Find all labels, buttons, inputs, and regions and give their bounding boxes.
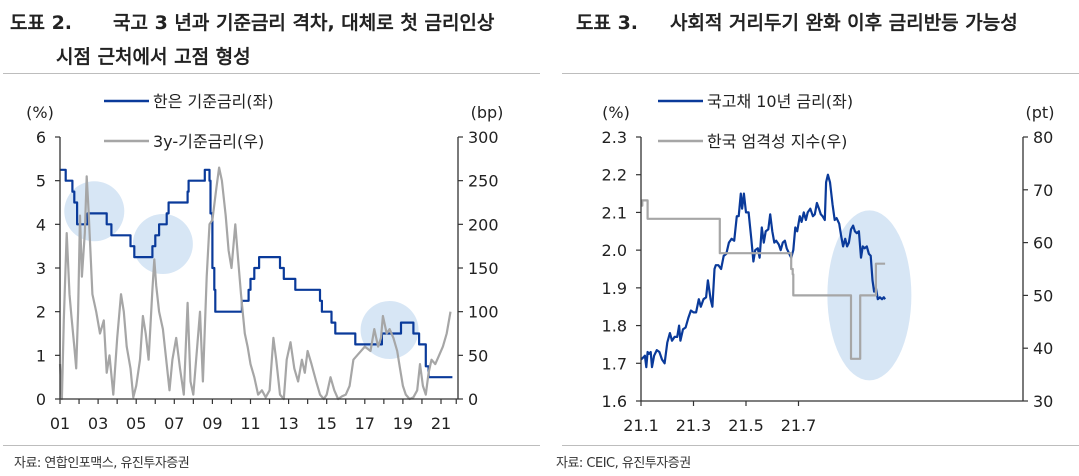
y-right-tick-label: 30 — [1033, 392, 1053, 411]
series-line-2 — [58, 166, 452, 401]
x-tick-label: 17 — [355, 414, 375, 433]
y-right-tick-label: 200 — [468, 215, 499, 234]
y-left-tick-label: 2 — [36, 303, 46, 322]
y-left-tick-label: 2.1 — [602, 203, 627, 222]
x-tick-label: 03 — [88, 414, 108, 433]
x-tick-label: 09 — [202, 414, 222, 433]
figure-3-panel: 도표 3. 사회적 거리두기 완화 이후 금리반등 가능성 1.6 1.7 1.8 1… — [540, 0, 1079, 476]
y-right-tick-label: 50 — [1033, 286, 1053, 305]
figure-2-top-rule — [3, 73, 540, 74]
y-right-tick-label: 70 — [1033, 181, 1053, 200]
y-right-tick-label: 300 — [468, 128, 499, 147]
y-right-tick-label: 50 — [468, 346, 488, 365]
figure-3-bottom-rule — [562, 445, 1079, 446]
y-left-tick-label: 2.2 — [602, 166, 627, 185]
y-right-tick-label: 0 — [468, 390, 478, 409]
figure-3-label: 도표 3. — [576, 12, 639, 34]
left-unit-label: (%) — [26, 103, 54, 122]
figure-2-title-line1: 국고 3 년과 기준금리 격차, 대체로 첫 금리인상 — [113, 12, 495, 34]
figure-2-title-line2: 시점 근처에서 고점 형성 — [56, 46, 251, 68]
highlight-marker — [132, 213, 193, 274]
y-left-tick-label: 1.8 — [602, 317, 627, 336]
figure-2-bottom-rule — [3, 445, 540, 446]
y-left-tick-label: 2.0 — [602, 241, 627, 260]
y-right-tick-label: 80 — [1033, 128, 1053, 147]
figure-3-top-rule — [562, 73, 1079, 74]
figure-3-source: 자료: CEIC, 유진투자증권 — [556, 456, 691, 471]
legend-label-2: 한국 엄격성 지수(우) — [707, 132, 847, 151]
figure-3-title: 사회적 거리두기 완화 이후 금리반등 가능성 — [670, 12, 1018, 34]
y-left-tick-label: 5 — [36, 172, 46, 191]
y-right-tick-label: 150 — [468, 259, 499, 278]
y-right-tick-label: 100 — [468, 303, 499, 322]
y-left-tick-label: 3 — [36, 259, 46, 278]
y-left-tick-label: 2.3 — [602, 128, 627, 147]
x-tick-label: 11 — [240, 414, 260, 433]
y-left-tick-label: 1 — [36, 346, 46, 365]
x-tick-label: 13 — [278, 414, 298, 433]
right-unit-label: (pt) — [1026, 103, 1055, 122]
y-left-tick-label: 1.9 — [602, 279, 627, 298]
x-tick-label: 21.7 — [781, 416, 817, 435]
y-left-tick-label: 4 — [36, 215, 46, 234]
series-line-1 — [640, 173, 887, 369]
figure-2-source: 자료: 연합인포맥스, 유진투자증권 — [14, 456, 190, 471]
x-tick-label: 19 — [393, 414, 413, 433]
y-left-tick-label: 1.7 — [602, 354, 627, 373]
y-left-tick-label: 6 — [36, 128, 46, 147]
y-left-tick-label: 1.6 — [602, 392, 627, 411]
y-left-tick-label: 0 — [36, 390, 46, 409]
figure-2-label: 도표 2. — [10, 12, 73, 34]
legend-label-1: 한은 기준금리(좌) — [153, 92, 274, 111]
figure-3-chart: 1.6 1.7 1.8 1.9 2.0 2.1 2.2 2.3 30 40 50 60 70 80 21.1… — [602, 92, 1055, 435]
legend-label-2: 3y-기준금리(우) — [153, 132, 264, 151]
y-right-tick-label: 60 — [1033, 234, 1053, 253]
y-right-tick-label: 250 — [468, 172, 499, 191]
x-tick-label: 07 — [164, 414, 184, 433]
x-tick-label: 01 — [50, 414, 70, 433]
x-tick-label: 15 — [317, 414, 337, 433]
legend-label-1: 국고채 10년 금리(좌) — [707, 92, 853, 111]
left-unit-label: (%) — [602, 103, 630, 122]
x-tick-label: 21.5 — [728, 416, 764, 435]
x-tick-label: 21.3 — [676, 416, 712, 435]
y-right-tick-label: 40 — [1033, 339, 1053, 358]
x-tick-label: 21.1 — [623, 416, 659, 435]
right-unit-label: (bp) — [471, 103, 504, 122]
figure-2-panel: 도표 2. 국고 3 년과 기준금리 격차, 대체로 첫 금리인상 시점 근처에… — [3, 12, 540, 471]
x-tick-label: 05 — [126, 414, 146, 433]
series-line-2 — [641, 199, 886, 360]
x-tick-label: 21 — [431, 414, 451, 433]
